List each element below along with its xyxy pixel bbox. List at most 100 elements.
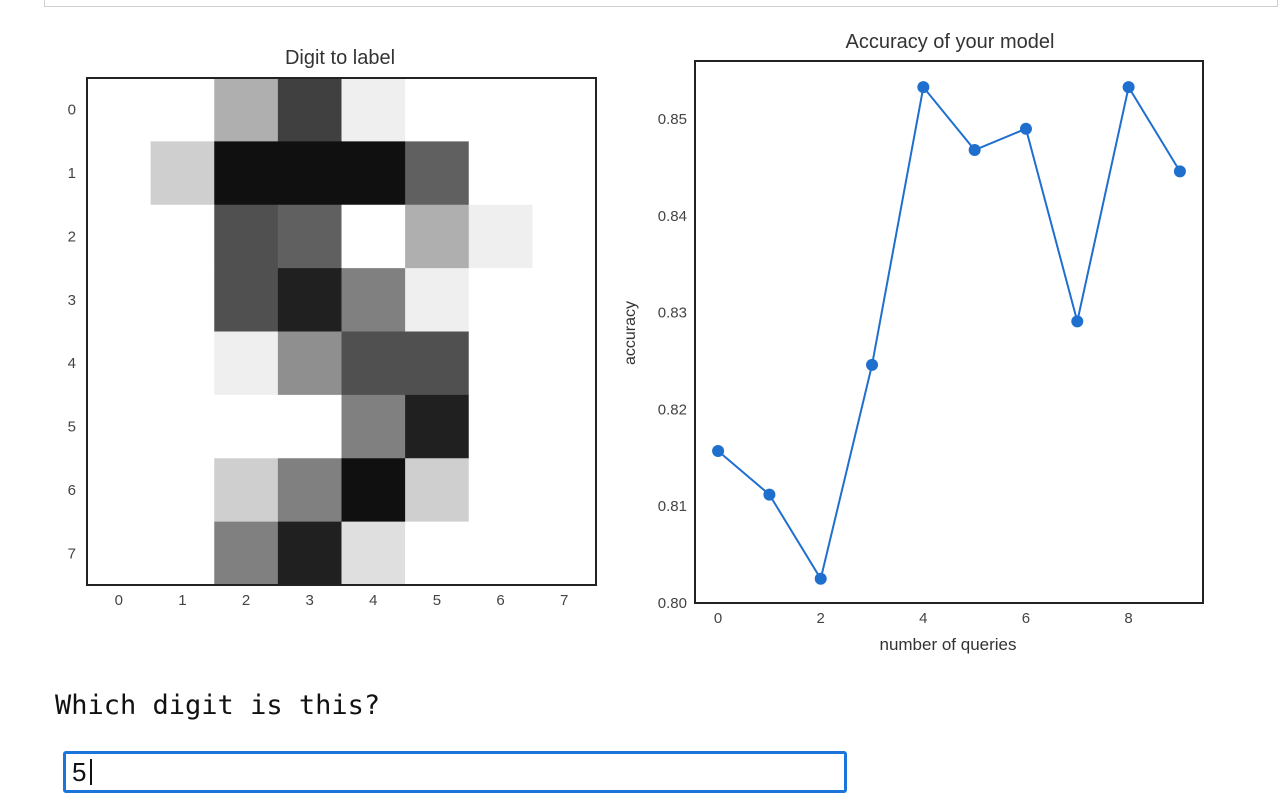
- heatmap-cell: [150, 521, 215, 586]
- heatmap-cell: [150, 268, 215, 332]
- heatmap-cell: [468, 268, 533, 332]
- heatmap-cell: [277, 141, 342, 206]
- accuracy-point: [1122, 81, 1135, 94]
- heatmap-frame: [86, 77, 597, 586]
- text-cursor: [90, 759, 92, 785]
- accuracy-point: [1173, 165, 1186, 178]
- accuracy-point: [968, 144, 981, 157]
- heatmap-cell: [214, 521, 279, 586]
- heatmap-x-tick: 2: [242, 592, 250, 609]
- heatmap-cell: [214, 268, 279, 332]
- heatmap-y-tick: 5: [68, 419, 76, 436]
- heatmap-cell: [277, 204, 342, 269]
- heatmap-cell: [150, 331, 215, 396]
- heatmap-cell: [214, 78, 279, 142]
- accuracy-point: [1071, 315, 1084, 328]
- heatmap-cell: [532, 78, 597, 142]
- heatmap-cell: [277, 394, 342, 459]
- heatmap-cell: [468, 394, 533, 459]
- heatmap-cell: [532, 268, 597, 332]
- heatmap-cell: [150, 204, 215, 269]
- heatmap-cell: [532, 458, 597, 523]
- heatmap-cell: [87, 141, 152, 206]
- heatmap-cell: [341, 204, 406, 269]
- line-chart-y-tick: 0.83: [658, 305, 687, 322]
- heatmap-cell: [150, 458, 215, 523]
- question-label: Which digit is this?: [55, 690, 381, 721]
- line-chart-x-tick: 8: [1124, 610, 1132, 627]
- heatmap-cell: [87, 268, 152, 332]
- heatmap-cell: [277, 78, 342, 142]
- heatmap-cell: [214, 458, 279, 523]
- digit-heatmap-chart: Digit to label 0 1 2 3 4 5 6 7 0 1 2 3 4 5 6 7: [68, 47, 597, 609]
- heatmap-cell: [277, 331, 342, 396]
- heatmap-cell: [341, 331, 406, 396]
- heatmap-cell: [150, 394, 215, 459]
- heatmap-y-tick: 0: [68, 102, 76, 119]
- heatmap-cell: [277, 268, 342, 332]
- accuracy-point: [763, 488, 776, 501]
- heatmap-cell: [341, 521, 406, 586]
- answer-input[interactable]: [66, 754, 844, 790]
- heatmap-x-tick: 6: [496, 592, 504, 609]
- heatmap-y-tick: 6: [68, 482, 76, 499]
- line-chart-xlabel: number of queries: [879, 635, 1016, 654]
- heatmap-cell: [277, 458, 342, 523]
- accuracy-point: [866, 358, 879, 371]
- heatmap-cell: [405, 521, 470, 586]
- line-chart-y-tick: 0.84: [658, 208, 687, 225]
- heatmap-x-tick: 1: [178, 592, 186, 609]
- heatmap-cell: [87, 394, 152, 459]
- heatmap-cell: [532, 141, 597, 206]
- heatmap-cell: [468, 458, 533, 523]
- heatmap-cell: [341, 78, 406, 142]
- heatmap-cell: [468, 204, 533, 269]
- heatmap-cell: [532, 331, 597, 396]
- line-chart-y-tick: 0.82: [658, 401, 687, 418]
- line-chart-y-tick: 0.80: [658, 595, 687, 612]
- heatmap-x-tick: 4: [369, 592, 377, 609]
- heatmap-cell: [341, 141, 406, 206]
- line-chart-x-tick: 4: [919, 610, 927, 627]
- heatmap-x-tick: 3: [306, 592, 314, 609]
- heatmap-cell: [532, 394, 597, 459]
- heatmap-cell: [405, 331, 470, 396]
- heatmap-cell: [214, 204, 279, 269]
- heatmap-cell: [468, 521, 533, 586]
- heatmap-cell: [341, 268, 406, 332]
- heatmap-cell: [468, 141, 533, 206]
- line-chart-ylabel: accuracy: [622, 301, 639, 365]
- heatmap-cell: [150, 141, 215, 206]
- heatmap-cell: [277, 521, 342, 586]
- heatmap-x-tick: 5: [433, 592, 441, 609]
- heatmap-y-tick: 7: [68, 545, 76, 562]
- heatmap-cell: [214, 394, 279, 459]
- heatmap-cell: [532, 204, 597, 269]
- heatmap-cell: [87, 204, 152, 269]
- heatmap-cell: [532, 521, 597, 586]
- heatmap-cell: [341, 458, 406, 523]
- heatmap-cell: [468, 78, 533, 142]
- heatmap-cell: [341, 394, 406, 459]
- line-chart-y-tick: 0.81: [658, 498, 687, 515]
- line-chart-x-tick: 0: [714, 610, 722, 627]
- accuracy-series-line: [717, 84, 1181, 582]
- heatmap-title: Digit to label: [285, 47, 395, 69]
- heatmap-cell: [87, 458, 152, 523]
- accuracy-point: [712, 445, 725, 458]
- heatmap-y-tick: 4: [68, 355, 76, 372]
- heatmap-cell: [87, 78, 152, 142]
- line-chart-x-tick: 6: [1022, 610, 1030, 627]
- answer-field[interactable]: [63, 751, 847, 793]
- heatmap-y-tick: 2: [68, 228, 76, 245]
- heatmap-cell: [405, 268, 470, 332]
- accuracy-line-chart: Accuracy of your model 0.80 0.81 0.82 0.83 0…: [622, 31, 1204, 654]
- line-chart-title: Accuracy of your model: [846, 31, 1055, 53]
- heatmap-cell: [87, 521, 152, 586]
- line-chart-frame: [694, 60, 1204, 604]
- top-panel-border: [44, 0, 1278, 7]
- heatmap-cell: [405, 78, 470, 142]
- heatmap-cell: [405, 204, 470, 269]
- heatmap-x-tick: 7: [560, 592, 568, 609]
- heatmap-cell: [405, 458, 470, 523]
